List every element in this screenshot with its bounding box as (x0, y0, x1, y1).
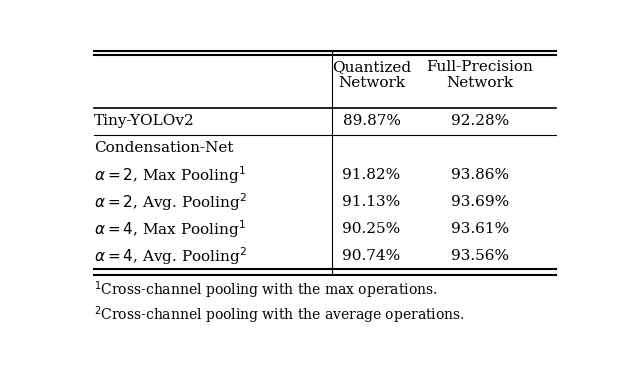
Text: 91.13%: 91.13% (342, 195, 401, 209)
Text: $^1$Cross-channel pooling with the max operations.: $^1$Cross-channel pooling with the max o… (94, 279, 437, 301)
Text: 93.56%: 93.56% (451, 249, 508, 263)
Text: Quantized
Network: Quantized Network (332, 60, 411, 90)
Text: 90.74%: 90.74% (342, 249, 401, 263)
Text: 93.69%: 93.69% (451, 195, 509, 209)
Text: 93.86%: 93.86% (451, 168, 508, 182)
Text: $\alpha = 2$, Max Pooling$^1$: $\alpha = 2$, Max Pooling$^1$ (94, 164, 246, 186)
Text: 91.82%: 91.82% (342, 168, 401, 182)
Text: $\alpha = 2$, Avg. Pooling$^2$: $\alpha = 2$, Avg. Pooling$^2$ (94, 191, 247, 213)
Text: 92.28%: 92.28% (451, 114, 509, 128)
Text: 90.25%: 90.25% (342, 222, 401, 236)
Text: $\alpha = 4$, Max Pooling$^1$: $\alpha = 4$, Max Pooling$^1$ (94, 218, 246, 240)
Text: $\alpha = 4$, Avg. Pooling$^2$: $\alpha = 4$, Avg. Pooling$^2$ (94, 245, 247, 267)
Text: Full-Precision
Network: Full-Precision Network (426, 60, 533, 90)
Text: 89.87%: 89.87% (342, 114, 401, 128)
Text: Tiny-YOLOv2: Tiny-YOLOv2 (94, 114, 195, 128)
Text: Condensation-Net: Condensation-Net (94, 141, 233, 155)
Text: 93.61%: 93.61% (451, 222, 509, 236)
Text: $^2$Cross-channel pooling with the average operations.: $^2$Cross-channel pooling with the avera… (94, 304, 465, 326)
